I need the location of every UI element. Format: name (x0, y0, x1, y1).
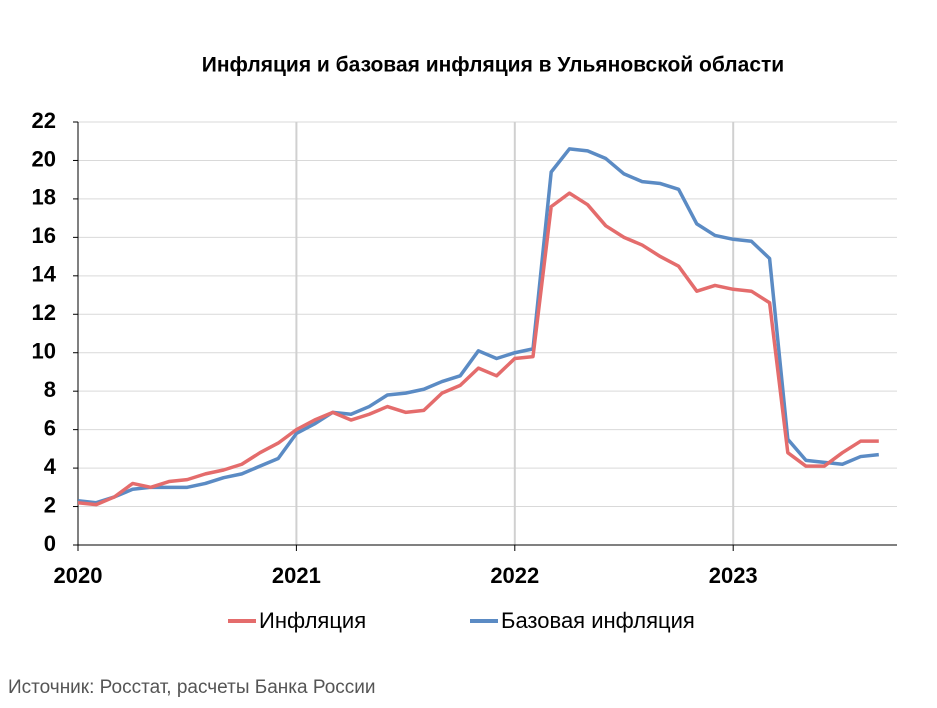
source-note: Источник: Росстат, расчеты Банка России (8, 677, 376, 698)
x-tick-label: 2021 (272, 563, 321, 588)
y-tick-label: 4 (44, 454, 57, 479)
y-tick-label: 16 (32, 223, 56, 248)
y-tick-label: 12 (32, 300, 56, 325)
x-tick-label: 2023 (709, 563, 758, 588)
y-tick-label: 2 (44, 492, 56, 517)
y-tick-label: 14 (32, 262, 57, 287)
y-tick-label: 22 (32, 108, 56, 133)
x-tick-label: 2022 (490, 563, 539, 588)
chart-title: Инфляция и базовая инфляция в Ульяновско… (202, 54, 784, 77)
x-tick-label: 2020 (54, 563, 103, 588)
y-tick-label: 18 (32, 185, 56, 210)
y-tick-label: 6 (44, 415, 56, 440)
y-tick-label: 10 (32, 339, 56, 364)
legend-label: Базовая инфляция (501, 608, 695, 633)
y-tick-label: 8 (44, 377, 56, 402)
series-line (77, 147, 879, 505)
series-line (77, 191, 879, 507)
y-tick-label: 0 (44, 531, 56, 556)
legend-label: Инфляция (259, 608, 366, 633)
y-tick-label: 20 (32, 146, 56, 171)
